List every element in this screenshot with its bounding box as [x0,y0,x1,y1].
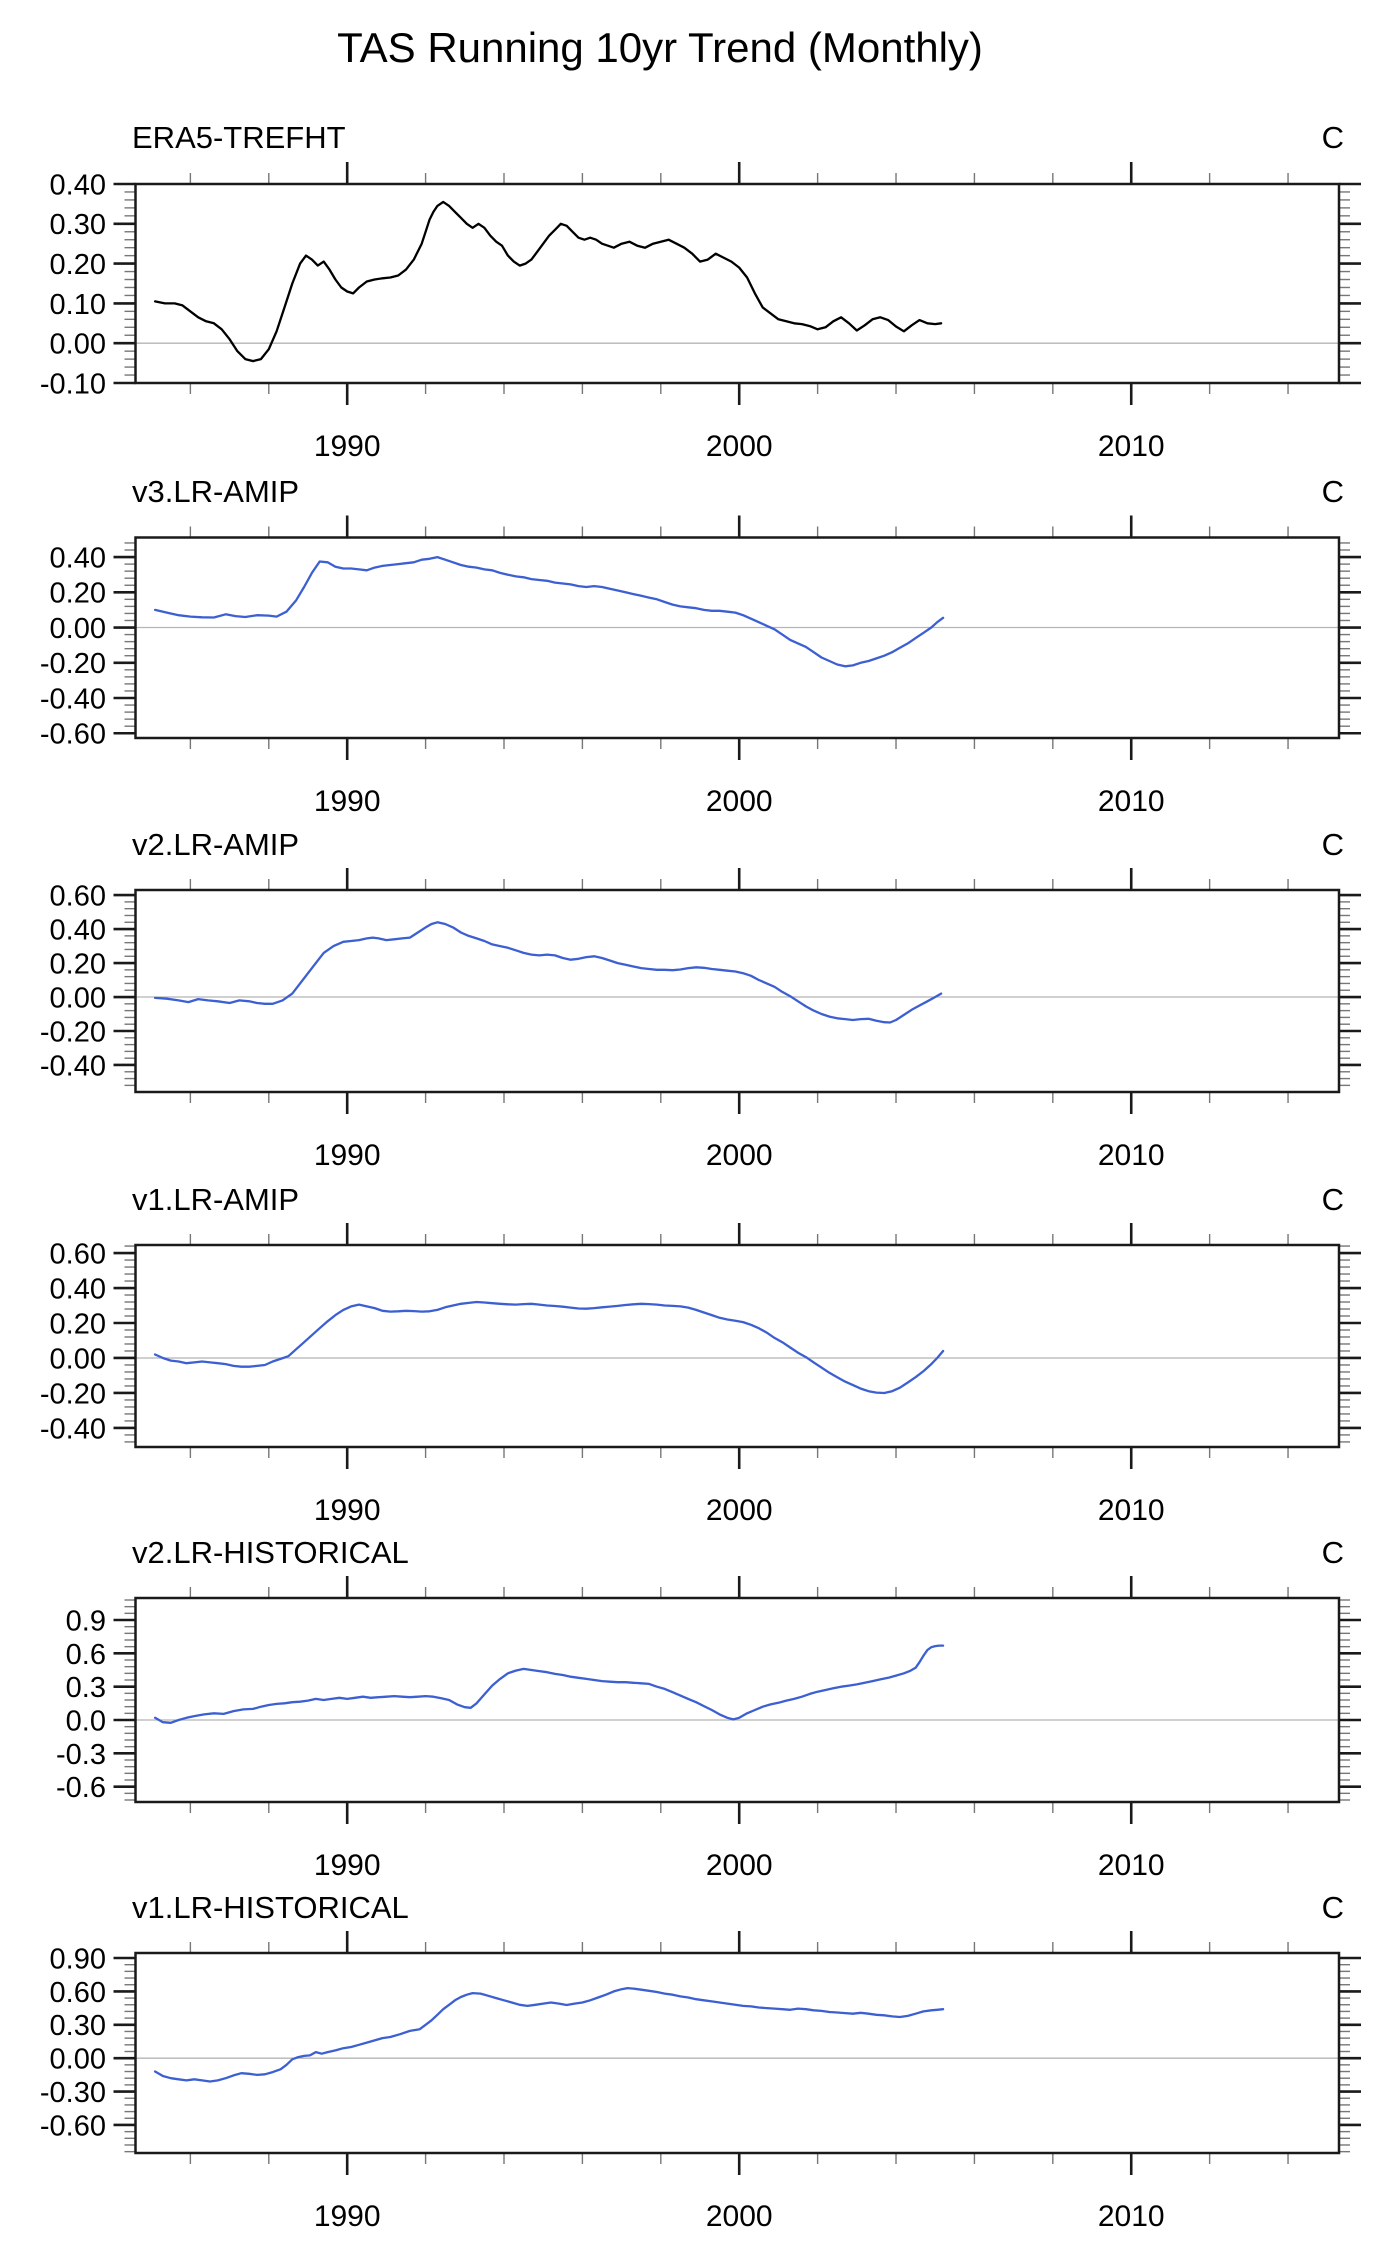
series-line-3 [153,921,943,1024]
y-tick-label: 0.3 [66,1672,106,1704]
y-tick-label: -0.30 [40,2077,106,2109]
y-tick-label: 0.60 [50,881,106,913]
panel-title-v1-lr-amip: v1.LR-AMIP [132,1182,300,1217]
y-tick-label: 0.00 [50,329,106,361]
panel-title-v1-lr-historical: v1.LR-HISTORICAL [132,1890,409,1925]
panel-title-era5-trefht: ERA5-TREFHT [132,120,346,155]
series-line-4 [153,1300,945,1395]
x-tick-label: 2010 [1098,2200,1165,2233]
y-tick-label: 0.20 [50,948,106,980]
x-tick-label: 2000 [706,430,773,463]
unit-label-panel-2: C [1321,474,1344,509]
y-tick-label: -0.3 [56,1739,106,1771]
y-tick-label: 0.6 [66,1639,106,1671]
panel-6-plot: 0.900.600.300.00-0.30-0.60 1990 2000 2010 [40,1931,1361,2233]
y-tick-label: 0.00 [50,982,106,1014]
y-tick-label: 0.00 [50,1343,106,1375]
x-tick-label: 1990 [314,1139,381,1172]
series-line-5 [153,1644,945,1724]
x-tick-label: 2000 [706,1494,773,1527]
y-tick-label: -0.60 [40,2110,106,2142]
y-tick-label: 0.00 [50,2044,106,2076]
y-tick-label: 0.10 [50,289,106,321]
y-tick-label: 0.90 [50,1943,106,1975]
x-tick-label: 2000 [706,1139,773,1172]
panel-4-plot: 0.600.400.200.00-0.20-0.40 1990 2000 2010 [40,1223,1361,1527]
x-tick-label: 2000 [706,1849,773,1882]
x-tick-label: 2000 [706,785,773,818]
x-tick-label: 2010 [1098,1849,1165,1882]
y-tick-label: -0.40 [40,1050,106,1082]
y-tick-label: 0.20 [50,249,106,281]
series-line-6 [153,1986,945,2083]
panel-5-plot: 0.90.60.30.0-0.3-0.6 1990 2000 2010 [56,1576,1361,1882]
x-tick-label: 2010 [1098,1494,1165,1527]
y-tick-label: 0.60 [50,1238,106,1270]
x-tick-label: 1990 [314,1494,381,1527]
panel-2-plot: 0.40 0.200.00-0.20-0.40 -0.60 1990 2000 2010 [40,515,1361,818]
series-line-1 [153,200,943,363]
unit-label-panel-4: C [1321,1182,1344,1217]
y-tick-label: 0.40 [50,542,106,574]
x-tick-label: 2010 [1098,785,1165,818]
panel-title-v3-lr-amip: v3.LR-AMIP [132,474,300,509]
y-tick-label: -0.40 [40,683,106,715]
y-tick-label: 0.00 [50,613,106,645]
panel-1-plot: 0.40 0.30 0.20 0.10 0.00 -0.10 1990 2000 2010 [40,162,1361,463]
y-tick-label: 0.30 [50,209,106,241]
unit-label-panel-1: C [1321,120,1344,155]
x-tick-label: 2000 [706,2200,773,2233]
y-tick-label: -0.20 [40,1016,106,1048]
panel-3-plot: 0.600.400.200.00-0.20-0.40 1990 2000 2010 [40,868,1361,1172]
x-tick-label: 2010 [1098,430,1165,463]
x-tick-label: 1990 [314,2200,381,2233]
x-tick-label: 1990 [314,785,381,818]
figure-title: TAS Running 10yr Trend (Monthly) [337,24,983,71]
y-tick-label: -0.60 [40,719,106,751]
unit-label-panel-5: C [1321,1535,1344,1570]
series-line-2 [153,555,945,668]
x-tick-label: 1990 [314,430,381,463]
y-tick-label: 0.0 [66,1705,106,1737]
y-tick-label: -0.20 [40,1378,106,1410]
panel-title-v2-lr-historical: v2.LR-HISTORICAL [132,1535,409,1570]
unit-label-panel-3: C [1321,827,1344,862]
x-tick-label: 2010 [1098,1139,1165,1172]
y-tick-label: -0.20 [40,648,106,680]
y-tick-label: 0.30 [50,2010,106,2042]
y-tick-label: 0.40 [50,915,106,947]
x-tick-label: 1990 [314,1849,381,1882]
y-tick-label: 0.9 [66,1605,106,1637]
y-tick-label: -0.40 [40,1413,106,1445]
y-tick-label: 0.20 [50,1308,106,1340]
y-tick-label: 0.40 [50,169,106,201]
y-tick-label: -0.6 [56,1772,106,1804]
y-tick-label: 0.40 [50,1273,106,1305]
y-tick-label: -0.10 [40,368,106,400]
unit-label-panel-6: C [1321,1890,1344,1925]
panel-title-v2-lr-amip: v2.LR-AMIP [132,827,300,862]
y-tick-label: 0.20 [50,578,106,610]
y-tick-label: 0.60 [50,1977,106,2009]
